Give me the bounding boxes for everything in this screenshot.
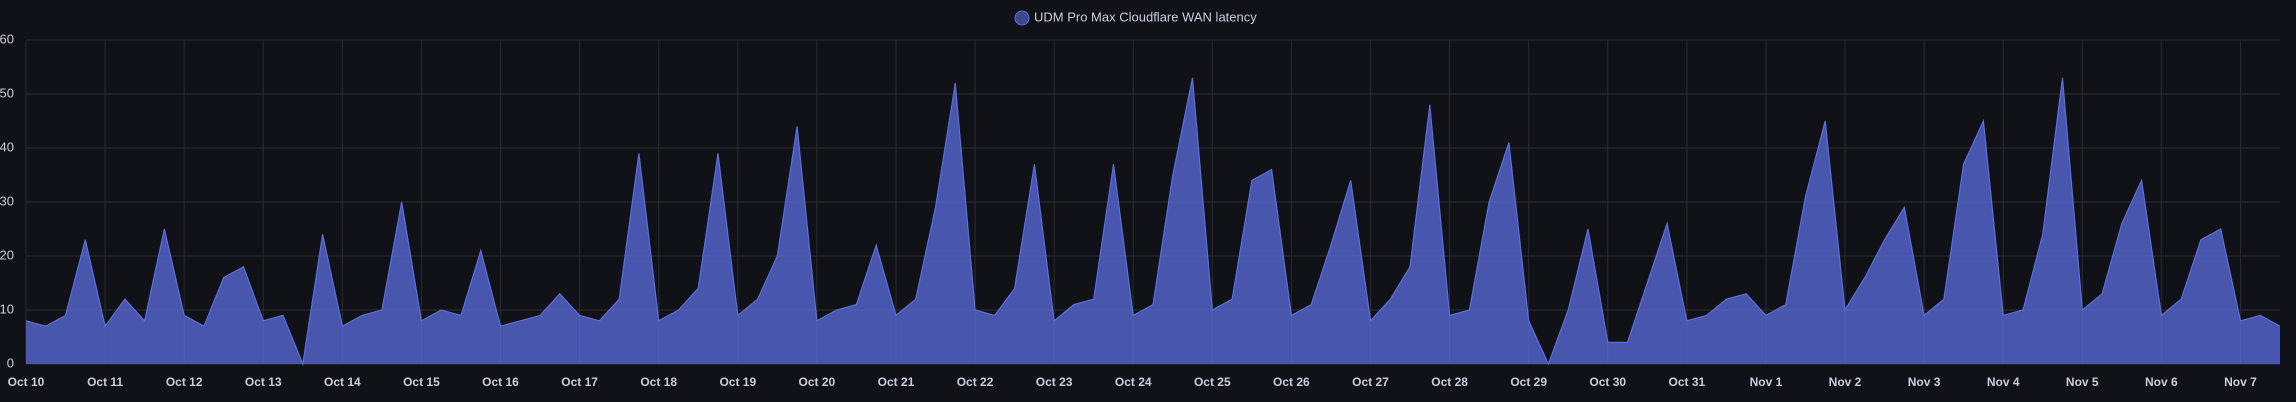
x-tick-label: Oct 28: [1431, 375, 1468, 389]
x-tick-label: Oct 25: [1194, 375, 1231, 389]
legend-swatch[interactable]: [1014, 10, 1030, 26]
x-tick-label: Oct 16: [482, 375, 519, 389]
y-tick-label: 30: [0, 193, 14, 208]
x-tick-label: Oct 30: [1589, 375, 1626, 389]
x-tick-label: Oct 14: [324, 375, 361, 389]
x-tick-label: Nov 1: [1750, 375, 1783, 389]
x-tick-label: Oct 21: [878, 375, 915, 389]
x-tick-label: Nov 2: [1829, 375, 1862, 389]
y-tick-label: 50: [0, 85, 14, 100]
x-tick-label: Oct 23: [1036, 375, 1073, 389]
x-tick-label: Oct 10: [8, 375, 45, 389]
x-tick-label: Oct 11: [87, 375, 123, 389]
y-tick-label: 20: [0, 247, 14, 262]
y-tick-label: 60: [0, 31, 14, 46]
x-tick-label: Oct 15: [403, 375, 440, 389]
x-tick-label: Nov 5: [2066, 375, 2099, 389]
line: [25, 77, 2281, 367]
x-tick-label: Oct 19: [719, 375, 756, 389]
x-tick-label: Nov 4: [1987, 375, 2020, 389]
x-tick-label: Oct 22: [957, 375, 994, 389]
x-tick-label: Oct 31: [1668, 375, 1705, 389]
y-tick-label: 10: [0, 301, 14, 316]
area: [26, 77, 2280, 365]
x-tick-label: Oct 27: [1352, 375, 1389, 389]
x-tick-label: Oct 13: [245, 375, 282, 389]
x-tick-label: Oct 20: [799, 375, 836, 389]
x-tick-label: Nov 3: [1908, 375, 1941, 389]
x-tick-label: Nov 6: [2145, 375, 2178, 389]
x-tick-label: Oct 17: [561, 375, 598, 389]
y-tick-label: 40: [0, 139, 14, 154]
x-tick-label: Oct 29: [1510, 375, 1547, 389]
x-tick-label: Oct 24: [1115, 375, 1152, 389]
x-tick-label: Oct 18: [640, 375, 677, 389]
legend-label[interactable]: UDM Pro Max Cloudflare WAN latency: [1034, 9, 1257, 24]
x-tick-label: Oct 26: [1273, 375, 1310, 389]
y-tick-label: 0: [7, 355, 14, 370]
x-tick-label: Oct 12: [166, 375, 203, 389]
x-tick-label: Nov 7: [2224, 375, 2257, 389]
